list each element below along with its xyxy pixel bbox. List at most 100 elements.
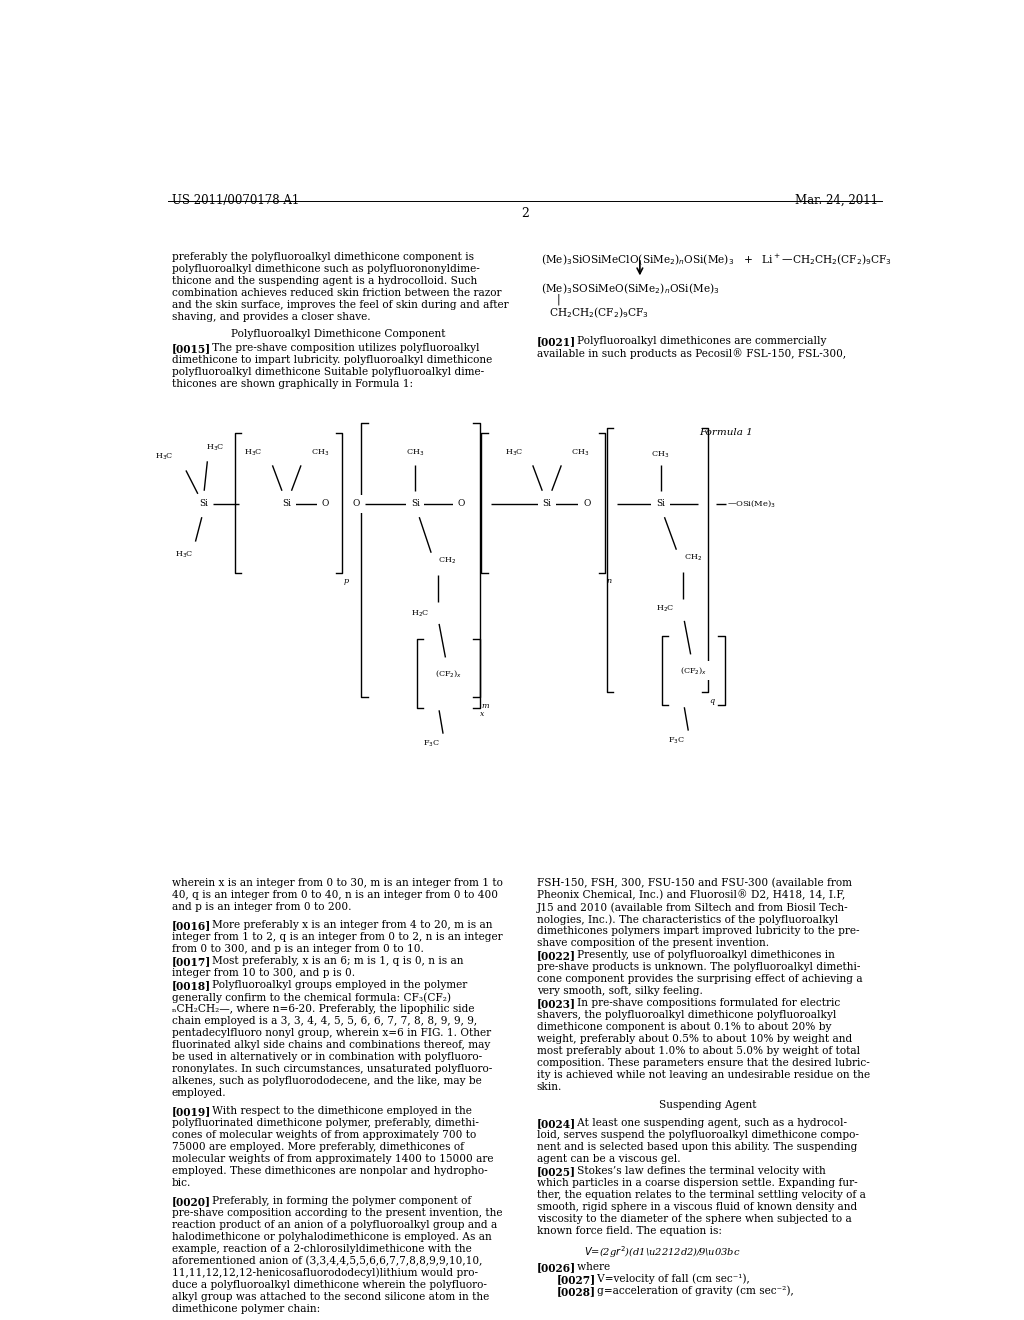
Text: alkenes, such as polyfluorododecene, and the like, may be: alkenes, such as polyfluorododecene, and… [172, 1076, 481, 1086]
Text: employed.: employed. [172, 1088, 226, 1098]
Text: CH$_3$: CH$_3$ [570, 447, 589, 458]
Text: $V$=(2g$r^2$)(d1\u2212d2)/9\u03bc: $V$=(2g$r^2$)(d1\u2212d2)/9\u03bc [585, 1243, 740, 1259]
Text: Si: Si [283, 499, 291, 508]
Text: viscosity to the diameter of the sphere when subjected to a: viscosity to the diameter of the sphere … [537, 1214, 851, 1224]
Text: Suspending Agent: Suspending Agent [658, 1100, 756, 1110]
Text: H$_3$C: H$_3$C [245, 447, 263, 458]
Text: from 0 to 300, and p is an integer from 0 to 10.: from 0 to 300, and p is an integer from … [172, 944, 424, 954]
Text: bic.: bic. [172, 1177, 191, 1188]
Text: cone component provides the surprising effect of achieving a: cone component provides the surprising e… [537, 974, 862, 983]
Text: CH$_2$: CH$_2$ [437, 556, 456, 566]
Text: [0023]: [0023] [537, 998, 575, 1008]
Text: [0022]: [0022] [537, 950, 575, 961]
Text: |: | [557, 294, 560, 305]
Text: Si: Si [543, 499, 552, 508]
Text: Polyfluoroalkyl Dimethicone Component: Polyfluoroalkyl Dimethicone Component [231, 329, 445, 339]
Text: CH$_3$: CH$_3$ [651, 450, 670, 461]
Text: duce a polyfluoroalkyl dimethicone wherein the polyfluoro-: duce a polyfluoroalkyl dimethicone where… [172, 1280, 486, 1290]
Text: pentadecylfluoro nonyl group, wherein x=6 in FIG. 1. Other: pentadecylfluoro nonyl group, wherein x=… [172, 1028, 490, 1038]
Text: ₙCH₂CH₂—, where n=6-20. Preferably, the lipophilic side: ₙCH₂CH₂—, where n=6-20. Preferably, the … [172, 1005, 474, 1014]
Text: ther, the equation relates to the terminal settling velocity of a: ther, the equation relates to the termin… [537, 1189, 865, 1200]
Text: dimethicone component is about 0.1% to about 20% by: dimethicone component is about 0.1% to a… [537, 1022, 831, 1032]
Text: With respect to the dimethicone employed in the: With respect to the dimethicone employed… [202, 1106, 471, 1115]
Text: O: O [583, 499, 591, 508]
Text: smooth, rigid sphere in a viscous fluid of known density and: smooth, rigid sphere in a viscous fluid … [537, 1201, 857, 1212]
Text: preferably the polyfluoroalkyl dimethicone component is: preferably the polyfluoroalkyl dimethico… [172, 252, 474, 261]
Text: Preferably, in forming the polymer component of: Preferably, in forming the polymer compo… [202, 1196, 471, 1206]
Text: fluorinated alkyl side chains and combinations thereof, may: fluorinated alkyl side chains and combin… [172, 1040, 489, 1049]
Text: [0024]: [0024] [537, 1118, 575, 1129]
Text: skin.: skin. [537, 1082, 562, 1092]
Text: very smooth, soft, silky feeling.: very smooth, soft, silky feeling. [537, 986, 702, 997]
Text: and the skin surface, improves the feel of skin during and after: and the skin surface, improves the feel … [172, 300, 508, 310]
Text: 11,11,12,12,12-henicosafluorododecyl)lithium would pro-: 11,11,12,12,12-henicosafluorododecyl)lit… [172, 1267, 477, 1278]
Text: [0018]: [0018] [172, 979, 211, 991]
Text: H$_3$C: H$_3$C [206, 442, 224, 453]
Text: Polyfluoroalkyl groups employed in the polymer: Polyfluoroalkyl groups employed in the p… [202, 979, 467, 990]
Text: Stokes’s law defines the terminal velocity with: Stokes’s law defines the terminal veloci… [566, 1166, 825, 1176]
Text: In pre-shave compositions formulated for electric: In pre-shave compositions formulated for… [566, 998, 840, 1008]
Text: loid, serves suspend the polyfluoroalkyl dimethicone compo-: loid, serves suspend the polyfluoroalkyl… [537, 1130, 858, 1140]
Text: [0027]: [0027] [557, 1274, 596, 1284]
Text: and p is an integer from 0 to 200.: and p is an integer from 0 to 200. [172, 902, 351, 912]
Text: 2: 2 [521, 207, 528, 220]
Text: g=acceleration of gravity (cm sec⁻²),: g=acceleration of gravity (cm sec⁻²), [587, 1286, 794, 1296]
Text: chain employed is a 3, 3, 4, 4, 5, 5, 6, 6, 7, 7, 8, 8, 9, 9, 9,: chain employed is a 3, 3, 4, 4, 5, 5, 6,… [172, 1016, 477, 1026]
Text: p: p [344, 577, 349, 585]
Text: rononylates. In such circumstances, unsaturated polyfluoro-: rononylates. In such circumstances, unsa… [172, 1064, 492, 1074]
Text: V=velocity of fall (cm sec⁻¹),: V=velocity of fall (cm sec⁻¹), [587, 1274, 750, 1284]
Text: [0028]: [0028] [557, 1286, 596, 1296]
Text: most preferably about 1.0% to about 5.0% by weight of total: most preferably about 1.0% to about 5.0%… [537, 1045, 860, 1056]
Text: be used in alternatively or in combination with polyfluoro-: be used in alternatively or in combinati… [172, 1052, 481, 1061]
Text: (Me)$_3$SOSiMeO(SiMe$_2$)$_n$OSi(Me)$_3$: (Me)$_3$SOSiMeO(SiMe$_2$)$_n$OSi(Me)$_3$ [541, 282, 719, 297]
Text: The pre-shave composition utilizes polyfluoroalkyl: The pre-shave composition utilizes polyf… [202, 343, 479, 352]
Text: O: O [352, 499, 359, 508]
Text: m: m [481, 702, 488, 710]
Text: Si: Si [656, 499, 665, 508]
Text: known force field. The equation is:: known force field. The equation is: [537, 1226, 722, 1236]
Text: [0015]: [0015] [172, 343, 211, 354]
Text: molecular weights of from approximately 1400 to 15000 are: molecular weights of from approximately … [172, 1154, 494, 1164]
Text: [0019]: [0019] [172, 1106, 211, 1117]
Text: thicone and the suspending agent is a hydrocolloid. Such: thicone and the suspending agent is a hy… [172, 276, 477, 286]
Text: ity is achieved while not leaving an undesirable residue on the: ity is achieved while not leaving an und… [537, 1071, 869, 1080]
Text: At least one suspending agent, such as a hydrocol-: At least one suspending agent, such as a… [566, 1118, 847, 1127]
Text: pre-shave products is unknown. The polyfluoroalkyl dimethi-: pre-shave products is unknown. The polyf… [537, 962, 860, 972]
Text: [0026]: [0026] [537, 1262, 575, 1272]
Text: available in such products as Pecosil® FSL-150, FSL-300,: available in such products as Pecosil® F… [537, 348, 846, 359]
Text: pre-shave composition according to the present invention, the: pre-shave composition according to the p… [172, 1208, 502, 1218]
Text: nologies, Inc.). The characteristics of the polyfluoroalkyl: nologies, Inc.). The characteristics of … [537, 913, 838, 924]
Text: More preferably x is an integer from 4 to 20, m is an: More preferably x is an integer from 4 t… [202, 920, 493, 931]
Text: integer from 10 to 300, and p is 0.: integer from 10 to 300, and p is 0. [172, 968, 354, 978]
Text: 40, q is an integer from 0 to 40, n is an integer from 0 to 400: 40, q is an integer from 0 to 40, n is a… [172, 890, 498, 900]
Text: dimethicones polymers impart improved lubricity to the pre-: dimethicones polymers impart improved lu… [537, 927, 859, 936]
Text: nent and is selected based upon this ability. The suspending: nent and is selected based upon this abi… [537, 1142, 857, 1152]
Text: (CF$_2$)$_x$: (CF$_2$)$_x$ [680, 665, 708, 676]
Text: polyfluorinated dimethicone polymer, preferably, dimethi-: polyfluorinated dimethicone polymer, pre… [172, 1118, 478, 1127]
Text: agent can be a viscous gel.: agent can be a viscous gel. [537, 1154, 680, 1164]
Text: shaving, and provides a closer shave.: shaving, and provides a closer shave. [172, 312, 371, 322]
Text: x: x [479, 710, 483, 718]
Text: —OSi(Me)$_3$: —OSi(Me)$_3$ [727, 499, 776, 510]
Text: H$_3$C: H$_3$C [155, 451, 173, 462]
Text: where: where [566, 1262, 610, 1271]
Text: Si: Si [199, 499, 208, 508]
Text: CH$_2$: CH$_2$ [684, 553, 702, 564]
Text: polyfluoroalkyl dimethicone such as polyfluorononyldime-: polyfluoroalkyl dimethicone such as poly… [172, 264, 479, 275]
Text: CH$_2$CH$_2$(CF$_2$)$_9$CF$_3$: CH$_2$CH$_2$(CF$_2$)$_9$CF$_3$ [549, 306, 648, 321]
Text: H$_3$C: H$_3$C [175, 549, 194, 560]
Text: (CF$_2$)$_x$: (CF$_2$)$_x$ [435, 668, 462, 680]
Text: shavers, the polyfluoroalkyl dimethicone polyfluoroalkyl: shavers, the polyfluoroalkyl dimethicone… [537, 1010, 836, 1020]
Text: Presently, use of polyfluoroalkyl dimethicones in: Presently, use of polyfluoroalkyl dimeth… [566, 950, 835, 960]
Text: integer from 1 to 2, q is an integer from 0 to 2, n is an integer: integer from 1 to 2, q is an integer fro… [172, 932, 503, 942]
Text: F$_3$C: F$_3$C [423, 739, 439, 748]
Text: [0016]: [0016] [172, 920, 211, 931]
Text: [0017]: [0017] [172, 956, 211, 968]
Text: CH$_3$: CH$_3$ [310, 447, 329, 458]
Text: H$_2$C: H$_2$C [656, 603, 675, 614]
Text: O: O [322, 499, 329, 508]
Text: Formula 1: Formula 1 [699, 428, 753, 437]
Text: n: n [606, 577, 611, 585]
Text: [0020]: [0020] [172, 1196, 211, 1206]
Text: halodimethicone or polyhalodimethicone is employed. As an: halodimethicone or polyhalodimethicone i… [172, 1232, 492, 1242]
